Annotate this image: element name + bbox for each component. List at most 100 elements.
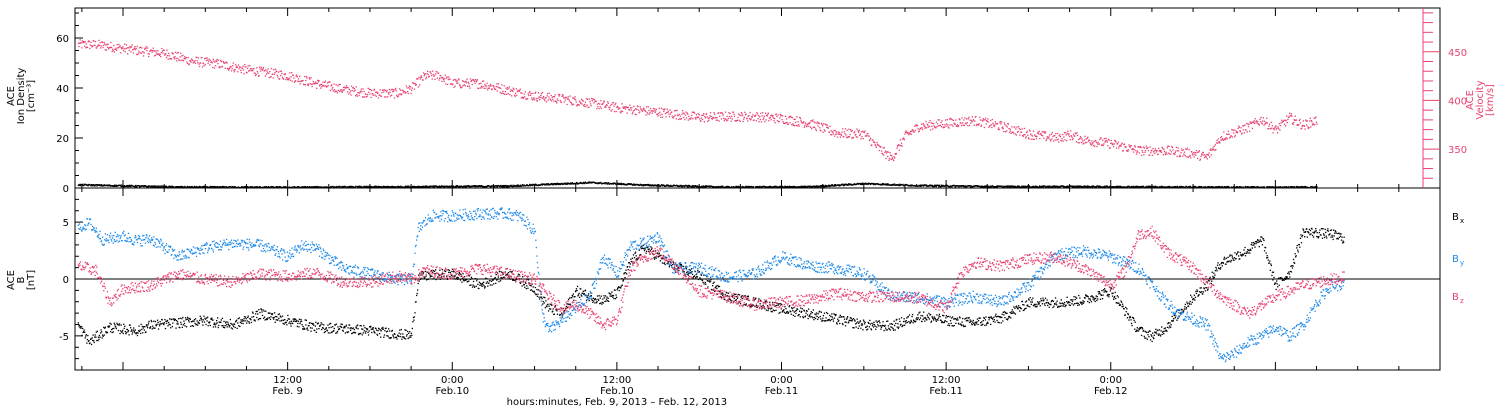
velocity-point bbox=[106, 43, 108, 45]
velocity-point bbox=[743, 116, 745, 119]
velocity-point bbox=[784, 122, 786, 125]
velocity-point bbox=[1029, 130, 1031, 132]
velocity-point bbox=[1172, 149, 1174, 151]
velocity-point bbox=[103, 41, 105, 43]
velocity-point bbox=[113, 51, 116, 53]
velocity-point bbox=[158, 54, 161, 56]
velocity-point bbox=[549, 99, 552, 101]
velocity-point bbox=[396, 94, 398, 96]
velocity-point bbox=[1308, 127, 1310, 129]
density-point bbox=[165, 186, 167, 188]
bx-point bbox=[259, 311, 261, 314]
velocity-point bbox=[167, 58, 169, 60]
velocity-point bbox=[742, 120, 744, 123]
velocity-point bbox=[163, 49, 165, 52]
bx-point bbox=[216, 322, 218, 324]
velocity-point bbox=[137, 53, 139, 56]
velocity-point bbox=[673, 115, 675, 118]
velocity-point bbox=[1046, 136, 1048, 138]
velocity-point bbox=[946, 123, 948, 125]
density-point bbox=[407, 186, 409, 188]
velocity-point bbox=[1270, 121, 1272, 123]
velocity-point bbox=[394, 88, 396, 91]
bx-point bbox=[147, 324, 149, 326]
velocity-point bbox=[452, 83, 454, 85]
velocity-point bbox=[922, 123, 924, 125]
velocity-point bbox=[756, 112, 758, 114]
velocity-point bbox=[920, 123, 923, 125]
velocity-point bbox=[489, 85, 491, 87]
velocity-point bbox=[918, 130, 920, 132]
velocity-point bbox=[309, 78, 311, 80]
velocity-point bbox=[1095, 141, 1098, 144]
bx-point bbox=[108, 326, 110, 328]
velocity-point bbox=[1310, 120, 1312, 122]
velocity-point bbox=[1180, 152, 1182, 154]
velocity-point bbox=[878, 144, 880, 147]
velocity-point bbox=[1096, 145, 1098, 148]
bx-point bbox=[203, 315, 205, 317]
velocity-point bbox=[993, 125, 995, 128]
velocity-point bbox=[1206, 153, 1208, 156]
velocity-point bbox=[335, 84, 337, 86]
velocity-point bbox=[265, 73, 268, 75]
velocity-point bbox=[341, 91, 344, 93]
velocity-point bbox=[362, 88, 364, 90]
velocity-point bbox=[856, 128, 858, 130]
velocity-point bbox=[758, 115, 760, 117]
velocity-point bbox=[804, 122, 807, 124]
velocity-point bbox=[1086, 141, 1088, 144]
velocity-point bbox=[774, 117, 776, 120]
velocity-point bbox=[499, 87, 501, 89]
velocity-point bbox=[217, 63, 219, 65]
bx-point bbox=[169, 324, 171, 326]
bx-point bbox=[170, 327, 172, 329]
velocity-point bbox=[432, 73, 434, 76]
density-point bbox=[213, 185, 216, 188]
velocity-point bbox=[533, 97, 535, 99]
velocity-point bbox=[1082, 143, 1084, 145]
density-point bbox=[382, 186, 384, 189]
velocity-point bbox=[246, 72, 248, 74]
density-point bbox=[341, 185, 344, 188]
velocity-point bbox=[455, 80, 457, 82]
velocity-point bbox=[419, 78, 421, 80]
velocity-point bbox=[182, 60, 185, 62]
velocity-point bbox=[966, 118, 968, 120]
velocity-point bbox=[225, 61, 228, 63]
velocity-point bbox=[1285, 125, 1287, 127]
bx-point bbox=[188, 319, 190, 322]
velocity-point bbox=[1209, 156, 1211, 158]
velocity-point bbox=[987, 121, 989, 123]
velocity-point bbox=[860, 138, 862, 140]
velocity-point bbox=[1135, 153, 1138, 155]
velocity-point bbox=[204, 63, 206, 66]
velocity-point bbox=[909, 132, 911, 135]
velocity-point bbox=[246, 67, 249, 69]
velocity-point bbox=[948, 127, 950, 129]
velocity-point bbox=[406, 87, 408, 89]
velocity-point bbox=[707, 120, 709, 122]
velocity-point bbox=[1152, 151, 1155, 153]
velocity-point bbox=[695, 118, 697, 120]
velocity-point bbox=[408, 87, 410, 89]
density-point bbox=[157, 185, 159, 187]
velocity-point bbox=[928, 121, 930, 124]
velocity-point bbox=[746, 117, 748, 119]
density-point bbox=[109, 184, 111, 186]
density-point bbox=[412, 186, 414, 189]
velocity-point bbox=[802, 122, 804, 124]
velocity-point bbox=[1072, 137, 1074, 140]
velocity-point bbox=[343, 89, 345, 91]
velocity-point bbox=[149, 50, 151, 53]
velocity-point bbox=[1219, 142, 1221, 144]
velocity-point bbox=[1280, 122, 1282, 124]
velocity-point bbox=[806, 125, 808, 127]
velocity-point bbox=[1055, 137, 1058, 139]
velocity-point bbox=[356, 95, 358, 97]
velocity-point bbox=[144, 48, 146, 50]
density-point bbox=[1308, 187, 1310, 189]
velocity-point bbox=[515, 92, 517, 95]
density-point bbox=[336, 186, 338, 188]
bx-point bbox=[94, 334, 96, 336]
